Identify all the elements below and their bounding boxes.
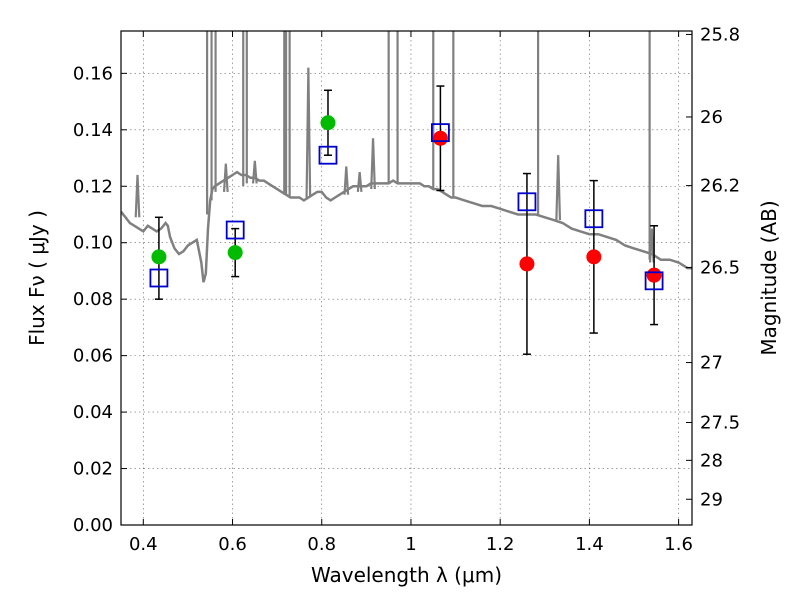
data-point (227, 245, 243, 261)
spectrum-emission-peak (134, 174, 141, 218)
model-square (149, 268, 169, 288)
spectrum-emission-peak (251, 160, 258, 184)
spectrum-emission-peak (555, 155, 562, 221)
spectrum-emission-peak (356, 172, 363, 193)
model-square (225, 220, 245, 240)
y-tick-label: 0.08 (73, 289, 113, 310)
y-tick-label: 0.10 (73, 233, 113, 254)
y-tick-label: 0.12 (73, 176, 113, 197)
spectrum-line (121, 170, 692, 283)
x-tick-label: 1.6 (664, 534, 693, 555)
y-tick-label: 0.06 (73, 346, 113, 367)
data-point (432, 130, 448, 146)
spectrum-layer (121, 31, 692, 283)
model-square (318, 145, 338, 165)
data-point (151, 249, 167, 265)
y-tick-label: 0.04 (73, 402, 113, 423)
spectrum-emission-peak (222, 163, 229, 192)
y-axis-label: Flux Fν ( μJy ) (25, 210, 49, 346)
model-square (517, 192, 537, 212)
data-points-layer (149, 85, 664, 355)
x-tick-label: 1.4 (575, 534, 604, 555)
x-tick-label: 0.8 (307, 534, 336, 555)
data-point (646, 267, 662, 283)
x-tick-label: 0.6 (218, 534, 247, 555)
right-tick-label: 25.8 (700, 24, 740, 45)
spectrum-emission-peak (370, 138, 376, 190)
right-tick-label: 26 (700, 107, 723, 128)
model-square (584, 209, 604, 229)
spectrum-emission-peak (343, 166, 350, 195)
data-point (519, 256, 535, 272)
x-axis-label: Wavelength λ (μm) (311, 563, 502, 587)
model-square (431, 123, 450, 143)
spectrum-emission-peak (648, 228, 655, 263)
right-tick-label: 27.5 (700, 413, 740, 434)
y-tick-label: 0.02 (73, 459, 113, 480)
data-point (320, 115, 336, 131)
y-tick-label: 0.14 (73, 120, 113, 141)
y-tick-label: 0.00 (73, 515, 113, 536)
right-tick-label: 26.5 (700, 258, 740, 279)
x-tick-label: 0.4 (129, 534, 158, 555)
model-square (644, 271, 664, 291)
right-axis-label: Magnitude (AB) (757, 200, 781, 355)
spectrum-emission-peak (305, 67, 312, 198)
right-tick-label: 28 (700, 450, 723, 471)
right-tick-label: 27 (700, 353, 723, 374)
right-tick-label: 26.2 (700, 176, 740, 197)
y-tick-label: 0.16 (73, 63, 113, 84)
ticks-layer: 0.4 0.6 0.8 1 1.2 1.4 1.6 0.00 0.02 0.04 0.06 0.08 0… (73, 24, 740, 555)
x-tick-label: 1.2 (486, 534, 515, 555)
plot-frame (120, 30, 693, 526)
data-point (586, 249, 602, 265)
right-tick-label: 29 (700, 489, 723, 510)
x-tick-label: 1 (405, 534, 416, 555)
